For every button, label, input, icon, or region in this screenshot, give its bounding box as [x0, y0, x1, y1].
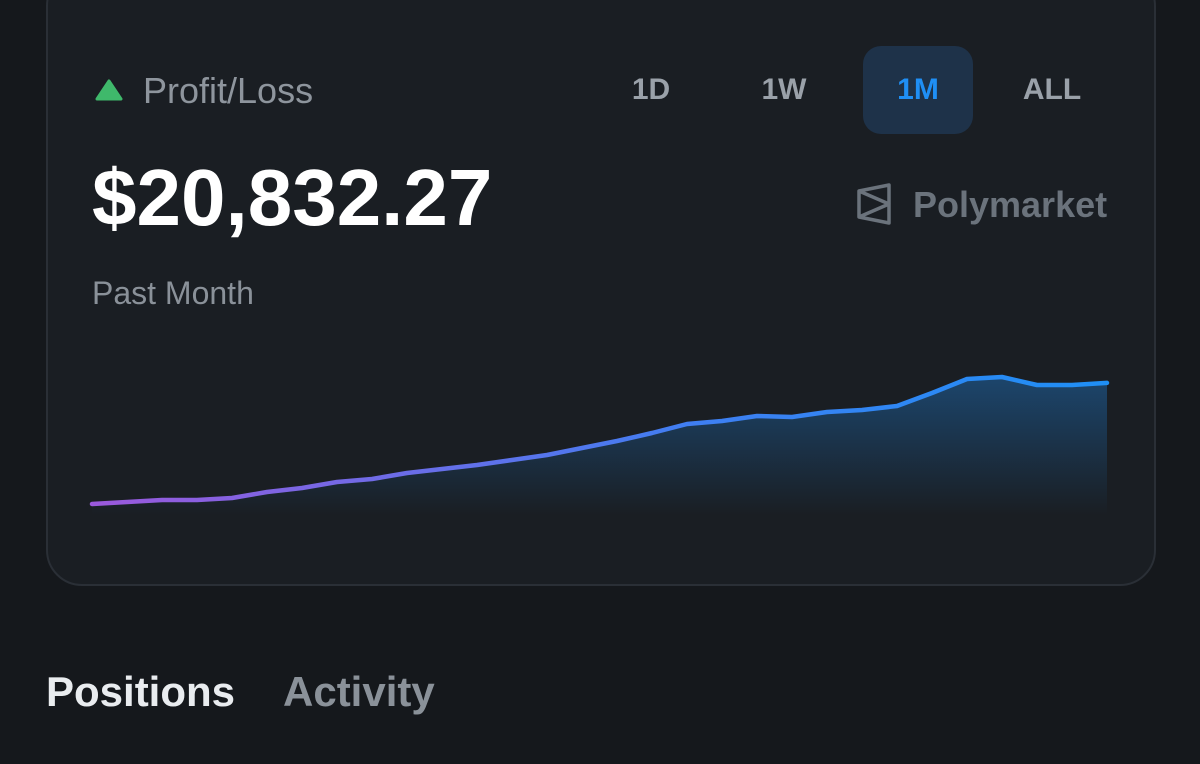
line — [89, 374, 1110, 507]
range-tab[interactable]: ALL — [1022, 73, 1082, 106]
section-tab[interactable]: Positions — [46, 668, 236, 715]
brand: Polymarket — [913, 184, 1108, 225]
section-tab[interactable]: Activity — [283, 668, 435, 715]
chart — [89, 374, 1110, 515]
range-tab[interactable]: 1D — [631, 73, 671, 106]
range-tab[interactable]: 1W — [761, 73, 807, 106]
label: Profit/Loss — [143, 70, 314, 111]
up-icon — [95, 79, 123, 101]
amount: $20,832.27 — [92, 153, 493, 242]
period: Past Month — [92, 275, 254, 311]
brand-icon — [857, 183, 891, 225]
range-tab[interactable]: 1M — [863, 46, 973, 134]
